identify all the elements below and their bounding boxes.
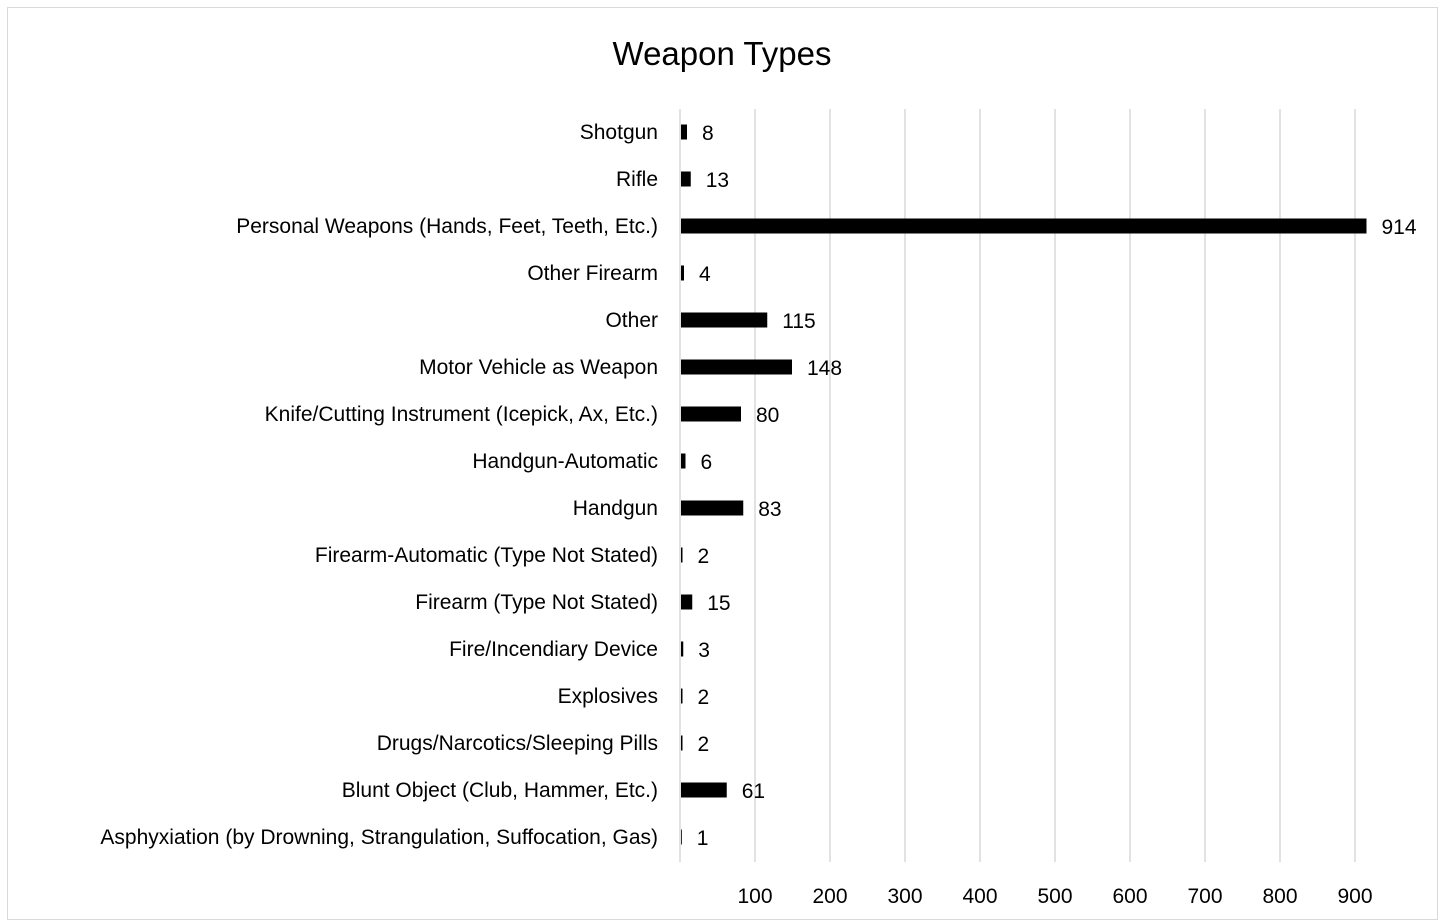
- category-label: Other: [605, 309, 658, 332]
- category-label: Knife/Cutting Instrument (Icepick, Ax, E…: [265, 403, 658, 426]
- bar: [681, 359, 792, 375]
- x-tick-label: 300: [887, 885, 922, 908]
- data-label: 83: [758, 498, 781, 521]
- data-label: 6: [701, 451, 713, 474]
- x-tick-label: 900: [1337, 885, 1372, 908]
- bars: [681, 124, 1367, 845]
- x-tick-label: 700: [1187, 885, 1222, 908]
- bar: [681, 265, 684, 281]
- category-labels: Shotgun Rifle Personal Weapons (Hands, Fee…: [100, 121, 658, 849]
- data-label: 2: [698, 686, 710, 709]
- data-label: 3: [698, 639, 710, 662]
- bar: [681, 641, 684, 657]
- bar: [681, 688, 683, 704]
- bar: [681, 171, 691, 187]
- gridlines: [754, 109, 1356, 862]
- x-tick-label: 100: [737, 885, 772, 908]
- x-tick-label: 500: [1037, 885, 1072, 908]
- category-label: Handgun: [573, 497, 658, 520]
- category-label: Rifle: [616, 168, 658, 191]
- category-label: Asphyxiation (by Drowning, Strangulation…: [100, 826, 658, 849]
- category-label: Motor Vehicle as Weapon: [419, 356, 658, 379]
- chart-title: Weapon Types: [613, 35, 832, 72]
- bar: [681, 453, 686, 469]
- x-tick-labels: 100 200 300 400 500 600 700 800 900: [737, 885, 1372, 908]
- bar: [681, 218, 1367, 234]
- bar: [681, 829, 682, 845]
- category-label: Other Firearm: [527, 262, 658, 285]
- data-label: 2: [698, 545, 710, 568]
- x-tick-label: 200: [812, 885, 847, 908]
- category-label: Handgun-Automatic: [472, 450, 658, 473]
- bar: [681, 124, 687, 140]
- category-label: Shotgun: [580, 121, 658, 144]
- x-tick-label: 400: [962, 885, 997, 908]
- data-label: 914: [1382, 216, 1417, 239]
- x-tick-label: 600: [1112, 885, 1147, 908]
- bar: [681, 547, 683, 563]
- data-label: 61: [742, 780, 765, 803]
- data-label: 80: [756, 404, 779, 427]
- bar: [681, 312, 768, 328]
- category-label: Firearm (Type Not Stated): [415, 591, 658, 614]
- data-label: 115: [782, 310, 815, 333]
- category-label: Firearm-Automatic (Type Not Stated): [315, 544, 658, 567]
- bar: [681, 500, 744, 516]
- data-label: 4: [699, 263, 711, 286]
- bar: [681, 735, 683, 751]
- category-label: Personal Weapons (Hands, Feet, Teeth, Et…: [236, 215, 658, 238]
- x-tick-label: 800: [1262, 885, 1297, 908]
- data-label: 13: [706, 169, 729, 192]
- category-label: Fire/Incendiary Device: [449, 638, 658, 661]
- data-label: 148: [807, 357, 842, 380]
- bar: [681, 406, 741, 422]
- data-label: 2: [698, 733, 710, 756]
- category-label: Drugs/Narcotics/Sleeping Pills: [377, 732, 658, 755]
- chart-frame: [7, 7, 1438, 920]
- data-label: 15: [707, 592, 730, 615]
- category-label: Explosives: [558, 685, 658, 708]
- bar: [681, 782, 727, 798]
- data-label: 8: [702, 122, 714, 145]
- bar: [681, 594, 693, 610]
- data-labels: 8 13 914 4 115 148 80 6 83 2 15 3 2 2 61 1: [697, 122, 1417, 850]
- category-label: Blunt Object (Club, Hammer, Etc.): [342, 779, 658, 802]
- data-label: 1: [697, 827, 709, 850]
